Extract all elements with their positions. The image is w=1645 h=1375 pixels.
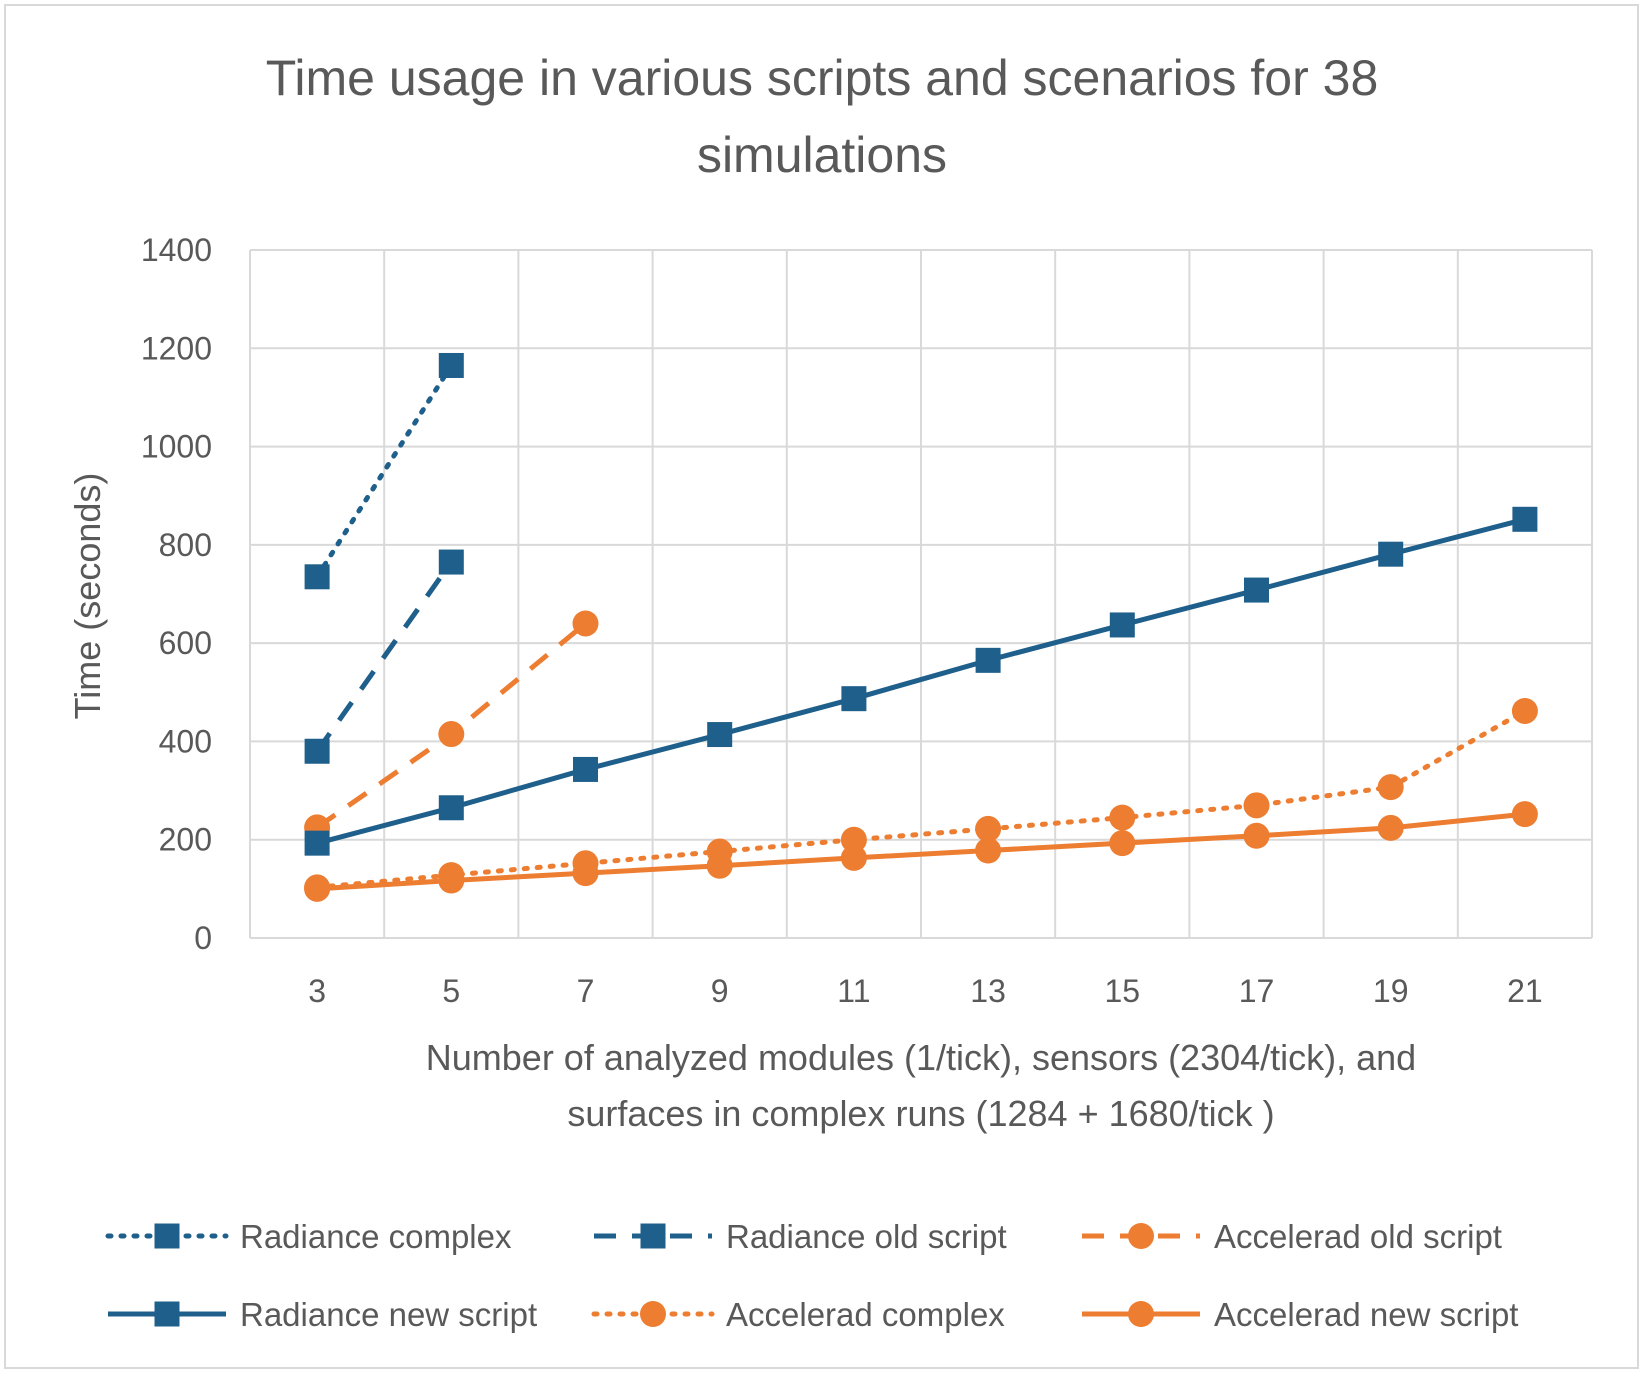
legend-label: Radiance complex: [240, 1218, 512, 1255]
data-point: [1109, 612, 1135, 638]
data-point: [1243, 792, 1270, 819]
series-radiance-complex: [304, 352, 464, 590]
data-point: [975, 837, 1002, 864]
legend-label: Accelerad old script: [1214, 1218, 1502, 1255]
legend-marker: [154, 1223, 180, 1249]
x-axis-ticks: 3 5 7 9 11 13 15 17 19 21: [308, 973, 1542, 1009]
data-point: [706, 852, 733, 879]
legend-label: Radiance new script: [240, 1296, 537, 1333]
data-point: [975, 815, 1002, 842]
series-radiance-old-script: [304, 549, 464, 764]
legend-item: Radiance new script: [108, 1296, 537, 1333]
data-point: [438, 549, 464, 575]
data-point: [1244, 577, 1269, 603]
x-tick-label: 11: [837, 973, 870, 1009]
data-point: [1243, 822, 1270, 849]
x-tick-label: 9: [711, 973, 729, 1009]
data-point: [1511, 801, 1538, 828]
x-tick-label: 3: [308, 973, 326, 1009]
legend-item: Radiance complex: [105, 1218, 512, 1255]
data-point: [1109, 804, 1136, 831]
y-axis-ticks: 0 200 400 600 800 1000 1200 1400: [141, 232, 212, 956]
data-point: [1377, 774, 1404, 801]
series-line: [316, 811, 1526, 892]
grid-lines: [249, 249, 1593, 939]
data-point: [304, 875, 331, 902]
x-axis-title: Number of analyzed modules (1/tick), sen…: [426, 1037, 1416, 1134]
chart-title: Time usage in various scripts and scenar…: [266, 50, 1379, 183]
legend-marker: [1128, 1223, 1154, 1249]
legend-marker: [640, 1223, 666, 1249]
data-point: [1511, 697, 1538, 724]
data-point: [1512, 506, 1538, 532]
legend-label: Accelerad complex: [726, 1296, 1005, 1333]
data-point: [438, 721, 465, 748]
y-tick-label: 200: [159, 822, 212, 858]
legend-label: Radiance old script: [726, 1218, 1007, 1255]
y-axis-title: Time (seconds): [67, 473, 108, 720]
legend-marker: [154, 1301, 180, 1327]
data-point: [572, 610, 599, 637]
x-tick-label: 15: [1105, 973, 1141, 1009]
x-tick-label: 19: [1373, 973, 1409, 1009]
y-tick-label: 800: [159, 527, 212, 563]
data-point: [304, 564, 330, 590]
legend-marker: [640, 1301, 666, 1327]
y-tick-label: 1200: [141, 330, 212, 366]
data-point: [304, 830, 330, 856]
data-point: [572, 860, 599, 887]
x-axis-title-line-2: surfaces in complex runs (1284 + 1680/ti…: [567, 1093, 1274, 1134]
data-point: [840, 844, 867, 871]
data-point: [841, 686, 867, 712]
x-tick-label: 7: [577, 973, 595, 1009]
data-point: [573, 756, 598, 782]
y-tick-label: 600: [159, 625, 212, 661]
data-point: [438, 795, 464, 821]
data-point: [1109, 830, 1136, 857]
x-tick-label: 17: [1239, 973, 1275, 1009]
series-radiance-new-script: [304, 506, 1538, 856]
legend-marker: [1128, 1301, 1154, 1327]
data-point: [1378, 541, 1404, 567]
chart-title-line-2: simulations: [697, 127, 947, 183]
y-tick-label: 400: [159, 723, 212, 759]
series-line: [315, 560, 454, 753]
series-accelerad-new-script: [304, 801, 1538, 902]
data-point: [975, 647, 1001, 673]
legend-item: Accelerad new script: [1082, 1296, 1518, 1333]
data-point: [304, 738, 330, 764]
chart-frame: [4, 4, 1639, 1369]
y-tick-label: 1400: [141, 232, 212, 268]
legend-item: Radiance old script: [594, 1218, 1007, 1255]
y-tick-label: 0: [194, 920, 212, 956]
data-point: [707, 722, 733, 748]
x-tick-label: 13: [970, 973, 1006, 1009]
data-point: [438, 867, 465, 894]
series-line: [316, 516, 1526, 846]
legend-item: Accelerad complex: [591, 1296, 1005, 1333]
series-layer: [304, 352, 1538, 902]
x-tick-label: 5: [442, 973, 460, 1009]
legend-item: Accelerad old script: [1082, 1218, 1502, 1255]
x-axis-title-line-1: Number of analyzed modules (1/tick), sen…: [426, 1037, 1416, 1078]
y-tick-label: 1000: [141, 429, 212, 465]
chart-title-line-1: Time usage in various scripts and scenar…: [266, 50, 1379, 106]
legend: Radiance complex Radiance old script Accel…: [105, 1218, 1518, 1333]
legend-label: Accelerad new script: [1214, 1296, 1518, 1333]
series-line: [314, 362, 454, 580]
data-point: [840, 826, 867, 853]
data-point: [1377, 814, 1404, 841]
data-point: [438, 352, 464, 378]
x-tick-label: 21: [1507, 973, 1543, 1009]
